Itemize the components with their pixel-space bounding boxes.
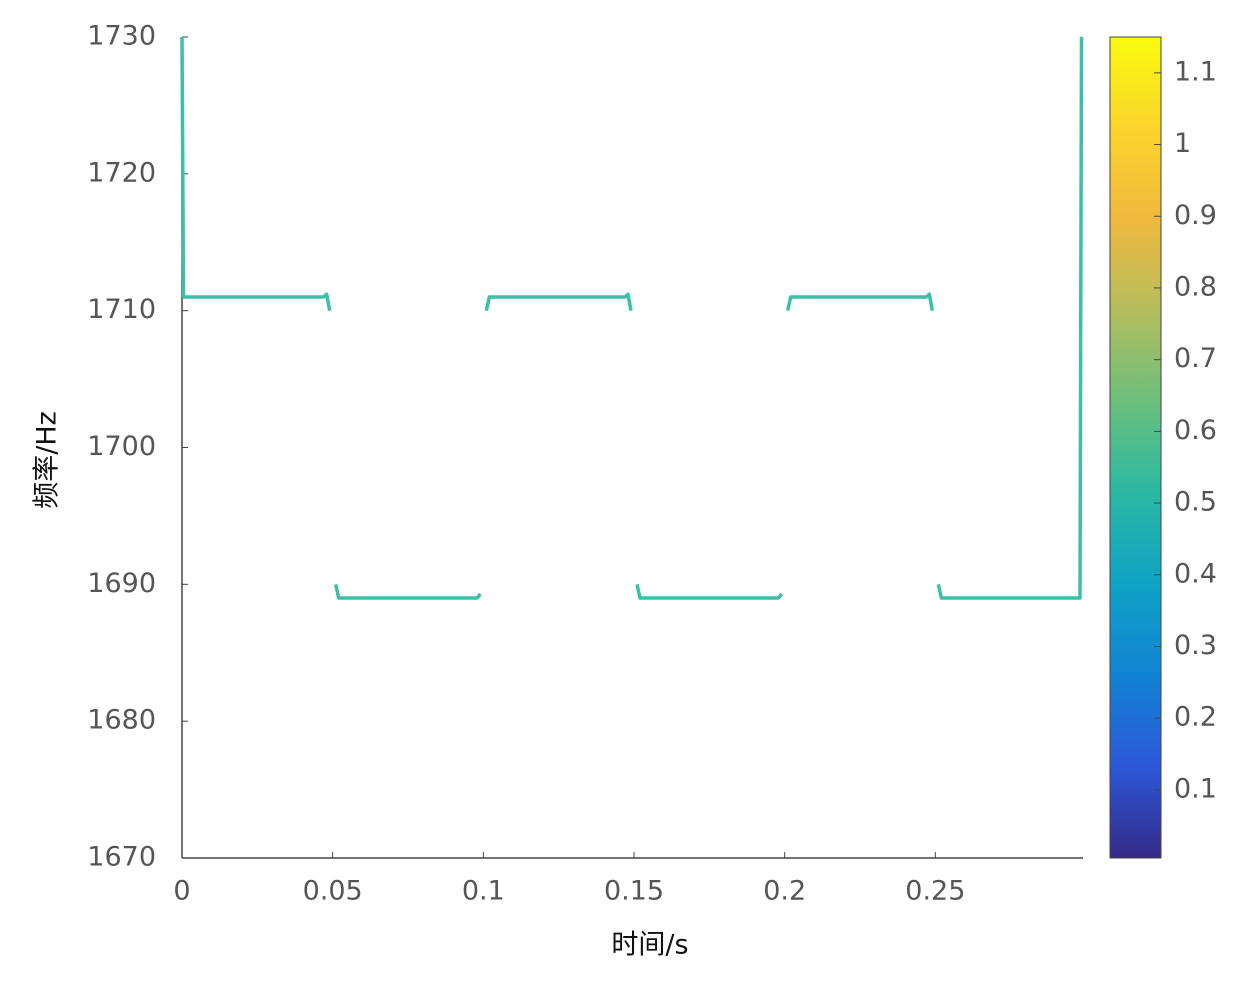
- colorbar-tick-label: 0.4: [1174, 558, 1217, 589]
- data-line: [180, 36, 1084, 600]
- colorbar-tick-label: 1: [1174, 128, 1191, 159]
- y-axis-title: 频率/Hz: [32, 411, 63, 509]
- colorbar: [1109, 36, 1162, 859]
- x-tick-label: 0.2: [763, 876, 806, 907]
- y-tick-label: 1730: [87, 21, 156, 52]
- x-tick-label: 0.1: [462, 876, 505, 907]
- colorbar-tick-label: 0.6: [1174, 415, 1217, 446]
- colorbar-tick-label: 0.8: [1174, 271, 1217, 302]
- y-tick-label: 1670: [87, 842, 156, 873]
- x-axis-title: 时间/s: [611, 930, 688, 961]
- colorbar-tick-label: 0.1: [1174, 773, 1217, 804]
- y-tick-label: 1710: [87, 294, 156, 325]
- y-tick-label: 1700: [87, 431, 156, 462]
- colorbar-tick-label: 1.1: [1174, 56, 1217, 87]
- y-tick-label: 1720: [87, 157, 156, 188]
- x-tick-label: 0.05: [303, 876, 363, 907]
- colorbar-tick-label: 0.7: [1174, 343, 1217, 374]
- colorbar-tick-label: 0.3: [1174, 630, 1217, 661]
- colorbar-tick-label: 0.9: [1174, 200, 1217, 231]
- x-tick-label: 0: [173, 876, 190, 907]
- x-tick-label: 0.15: [604, 876, 664, 907]
- colorbar-tick-label: 0.5: [1174, 487, 1217, 518]
- y-tick-label: 1680: [87, 705, 156, 736]
- x-tick-label: 0.25: [905, 876, 965, 907]
- y-tick-label: 1690: [87, 568, 156, 599]
- colorbar-tick-label: 0.2: [1174, 702, 1217, 733]
